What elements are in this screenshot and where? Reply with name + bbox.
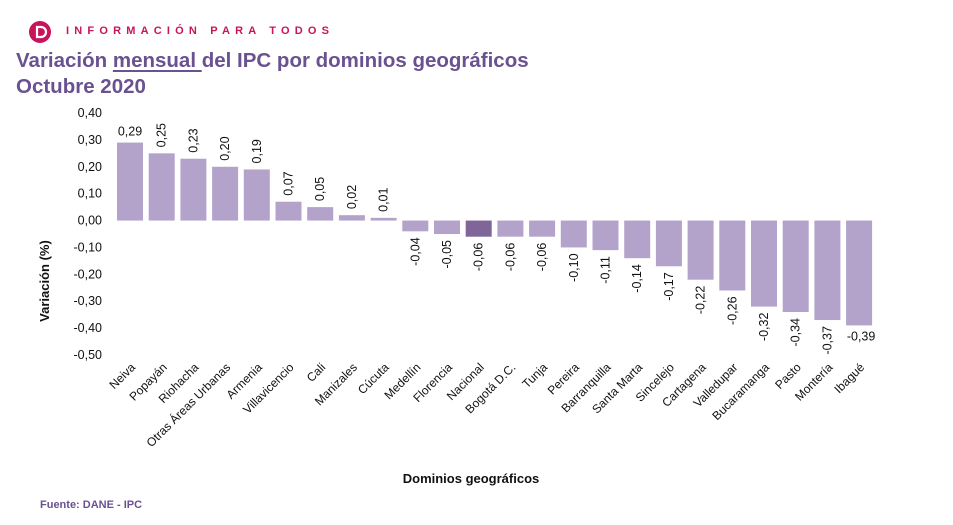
bar: [402, 220, 429, 232]
x-axis-label: Dominios geográficos: [403, 471, 540, 486]
bar: [434, 220, 460, 234]
bar: [624, 220, 651, 259]
value-label: -0,32: [757, 313, 771, 342]
bar: [180, 158, 207, 221]
title-part1: Variación: [16, 49, 113, 72]
y-axis-label: Variación (%): [37, 240, 52, 322]
value-label: 0,05: [313, 177, 327, 201]
bars: [117, 142, 873, 326]
value-labels: 0,29 0,25 0,23 0,20 0,19 0,07 0,05 0,02 0,01 -0,0…: [118, 123, 876, 355]
bar: [212, 166, 239, 221]
x-tick-label: Cali: [304, 360, 329, 385]
bar: [846, 220, 873, 326]
value-label: -0,04: [408, 237, 422, 266]
value-label: 0,19: [250, 139, 264, 163]
y-tick-label: 0,40: [78, 106, 102, 120]
bar: [465, 220, 492, 237]
value-label: -0,05: [440, 240, 454, 269]
bar: [275, 201, 302, 221]
value-label: -0,34: [789, 318, 803, 347]
y-tick-label: 0,10: [78, 187, 102, 201]
bar: [782, 220, 809, 312]
value-label: -0,06: [535, 243, 549, 272]
y-tick-label: -0,30: [74, 294, 103, 308]
value-label: 0,29: [118, 125, 142, 139]
y-tick-label: -0,50: [74, 348, 103, 362]
value-label: 0,07: [282, 171, 296, 195]
value-label: -0,22: [694, 286, 708, 315]
brand-tagline: INFORMACIÓN PARA TODOS: [66, 25, 335, 37]
value-label: 0,02: [345, 185, 359, 209]
y-tick-label: -0,20: [74, 267, 103, 281]
bar: [529, 220, 556, 237]
y-tick-label: -0,10: [74, 240, 103, 254]
value-label: 0,20: [218, 136, 232, 160]
value-label: -0,06: [503, 243, 517, 272]
y-tick-label: -0,40: [74, 321, 103, 335]
value-label: -0,10: [567, 253, 581, 282]
bar: [751, 220, 777, 307]
y-axis-ticks: 0,40 0,30 0,20 0,10 0,00 -0,10 -0,20 -0,30 -0,40…: [74, 106, 103, 362]
bar: [243, 169, 270, 221]
bar: [117, 142, 143, 221]
value-label: -0,14: [630, 264, 644, 293]
bar: [655, 220, 682, 267]
dane-logo-icon: [29, 21, 51, 43]
title-line2: Octubre 2020: [16, 75, 146, 98]
bar: [719, 220, 746, 291]
bar: [148, 153, 175, 221]
title-part2: del IPC por dominios geográficos: [201, 49, 529, 72]
bar: [370, 217, 397, 221]
source-note: Fuente: DANE - IPC: [40, 499, 143, 511]
title-underlined: mensual: [112, 49, 202, 72]
x-tick-label: Ibagué: [831, 360, 867, 396]
bar: [560, 220, 587, 248]
bar: [687, 220, 714, 280]
bar: [338, 215, 365, 221]
bar: [307, 207, 334, 221]
y-tick-label: 0,30: [78, 133, 102, 147]
value-label: -0,06: [472, 243, 486, 272]
value-label: -0,17: [662, 272, 676, 301]
bar: [814, 220, 841, 321]
value-label: 0,25: [155, 123, 169, 147]
value-label: -0,26: [725, 296, 739, 325]
value-label: 0,01: [377, 187, 391, 211]
y-tick-label: 0,00: [78, 214, 102, 228]
chart-title: Variación mensual del IPC por dominios g…: [16, 48, 529, 100]
value-label: 0,23: [186, 128, 200, 152]
value-label: -0,39: [847, 329, 876, 343]
bar: [497, 220, 524, 237]
value-label: -0,11: [599, 256, 613, 284]
y-tick-label: 0,20: [78, 160, 102, 174]
bar: [592, 220, 619, 251]
value-label: -0,37: [820, 326, 834, 355]
